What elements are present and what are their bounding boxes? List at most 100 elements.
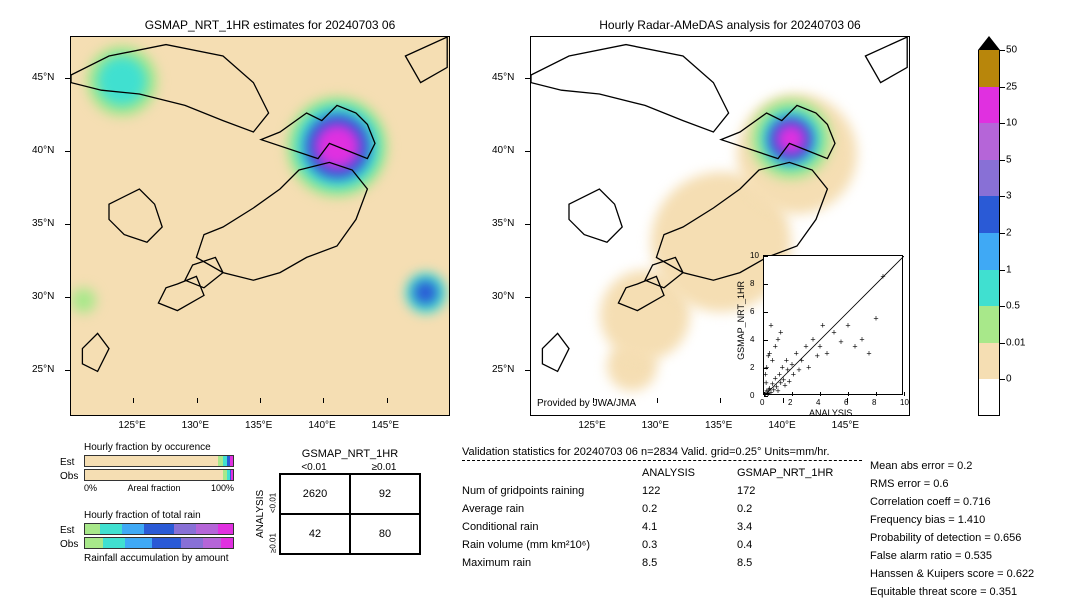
fraction-segment — [203, 538, 221, 548]
fraction-row: Obs — [60, 469, 234, 483]
colorbar-segment — [978, 343, 1000, 380]
map-right-area: Provided by JWA/JMA ++++++++++++++++++++… — [530, 36, 910, 416]
scatter-y-tick: 0 — [750, 391, 754, 400]
cont-col-1: ≥0.01 — [349, 462, 419, 473]
x-tick-label: 140°E — [768, 420, 795, 431]
y-tick-label: 45°N — [32, 72, 54, 83]
stats-value-analysis: 8.5 — [642, 557, 737, 569]
svg-text:+: + — [796, 365, 801, 375]
fraction-occurrence-block: Hourly fraction by occurence EstObs 0% A… — [60, 442, 234, 493]
colorbar-tick: 0 — [1006, 374, 1012, 385]
colorbar-segment — [978, 160, 1000, 197]
fraction-segment — [85, 456, 218, 466]
fraction-row-label: Obs — [60, 471, 84, 482]
stats-label: Average rain — [462, 503, 642, 515]
stats-row: Maximum rain8.58.5 — [462, 557, 862, 569]
cont-cell-10: 42 — [280, 514, 350, 554]
svg-text:+: + — [852, 341, 857, 351]
colorbar-tick: 2 — [1006, 228, 1012, 239]
svg-text:+: + — [794, 348, 799, 358]
fraction-segment — [125, 538, 152, 548]
svg-text:+: + — [770, 355, 775, 365]
stats-label: Conditional rain — [462, 521, 642, 533]
map-right-title: Hourly Radar-AMeDAS analysis for 2024070… — [530, 18, 930, 32]
metric-row: Equitable threat score = 0.351 — [870, 586, 1034, 598]
stats-row: Num of gridpoints raining122172 — [462, 485, 862, 497]
stats-row: Average rain0.20.2 — [462, 503, 862, 515]
fraction-bar — [84, 523, 234, 535]
colorbar-tick: 25 — [1006, 81, 1017, 92]
contingency-table: GSMAP_NRT_1HR <0.01 ≥0.01 ANALYSIS <0.01… — [255, 448, 421, 555]
svg-text:+: + — [789, 360, 794, 370]
fraction-bar — [84, 455, 234, 467]
stats-value-analysis: 122 — [642, 485, 737, 497]
metric-row: Frequency bias = 1.410 — [870, 514, 1034, 526]
stats-col-1: GSMAP_NRT_1HR — [737, 467, 832, 479]
colorbar-tick: 0.01 — [1006, 337, 1025, 348]
y-tick-label: 25°N — [32, 364, 54, 375]
fraction-segment — [100, 524, 122, 534]
metric-row: Correlation coeff = 0.716 — [870, 496, 1034, 508]
x-tick-label: 130°E — [642, 420, 669, 431]
colorbar-segment — [978, 233, 1000, 270]
stats-value-analysis: 0.2 — [642, 503, 737, 515]
colorbar-segment — [978, 306, 1000, 343]
colorbar-segment — [978, 379, 1000, 416]
fraction-segment — [221, 538, 233, 548]
validation-stats-block: Validation statistics for 20240703 06 n=… — [462, 446, 862, 575]
fraction-row: Obs — [60, 537, 234, 551]
fraction-bar — [84, 469, 234, 481]
fraction-segment — [230, 456, 233, 466]
stats-row: Rain volume (mm km²10⁶)0.30.4 — [462, 539, 862, 551]
stats-value-gsmap: 8.5 — [737, 557, 832, 569]
fraction-total-footer: Rainfall accumulation by amount — [84, 553, 234, 564]
colorbar-tick: 3 — [1006, 191, 1012, 202]
fraction-segment — [85, 538, 103, 548]
svg-text:+: + — [810, 334, 815, 344]
svg-text:+: + — [778, 327, 783, 337]
x-tick-label: 145°E — [372, 420, 399, 431]
fraction-segment — [218, 524, 233, 534]
colorbar-tick: 5 — [1006, 154, 1012, 165]
coastline — [71, 37, 450, 416]
svg-text:+: + — [784, 355, 789, 365]
colorbar-segment — [978, 50, 1000, 87]
map-right-panel: Hourly Radar-AMeDAS analysis for 2024070… — [530, 18, 930, 416]
svg-text:+: + — [766, 385, 771, 395]
svg-text:+: + — [773, 341, 778, 351]
stats-value-gsmap: 0.4 — [737, 539, 832, 551]
map-left-area — [70, 36, 450, 416]
stats-col-0: ANALYSIS — [642, 467, 737, 479]
fraction-bar — [84, 537, 234, 549]
metric-row: False alarm ratio = 0.535 — [870, 550, 1034, 562]
fraction-row-label: Obs — [60, 539, 84, 550]
colorbar-segment — [978, 87, 1000, 124]
svg-text:+: + — [768, 320, 773, 330]
fraction-segment — [181, 538, 203, 548]
stats-value-gsmap: 172 — [737, 485, 832, 497]
metric-row: RMS error = 0.6 — [870, 478, 1034, 490]
stats-row: Conditional rain4.13.4 — [462, 521, 862, 533]
stats-label: Num of gridpoints raining — [462, 485, 642, 497]
colorbar: 50251053210.50.010 — [978, 36, 1000, 416]
y-tick-label: 40°N — [492, 145, 514, 156]
colorbar-tick: 10 — [1006, 118, 1017, 129]
colorbar-tick: 1 — [1006, 264, 1012, 275]
scatter-y-tick: 8 — [750, 279, 754, 288]
fraction-total-block: Hourly fraction of total rain EstObs Rai… — [60, 510, 234, 566]
fraction-total-title: Hourly fraction of total rain — [84, 510, 234, 521]
stats-label: Maximum rain — [462, 557, 642, 569]
y-tick-label: 25°N — [492, 364, 514, 375]
frac-occ-axis-label: Areal fraction — [127, 483, 180, 493]
fraction-segment — [122, 524, 144, 534]
scatter-y-tick: 2 — [750, 363, 754, 372]
fraction-row: Est — [60, 455, 234, 469]
svg-text:+: + — [820, 320, 825, 330]
scatter-x-tick: 8 — [872, 398, 876, 407]
fraction-segment — [103, 538, 125, 548]
y-tick-label: 40°N — [32, 145, 54, 156]
y-tick-label: 30°N — [32, 291, 54, 302]
x-tick-label: 135°E — [245, 420, 272, 431]
stats-value-gsmap: 3.4 — [737, 521, 832, 533]
frac-occ-tick-1: 100% — [211, 483, 234, 493]
